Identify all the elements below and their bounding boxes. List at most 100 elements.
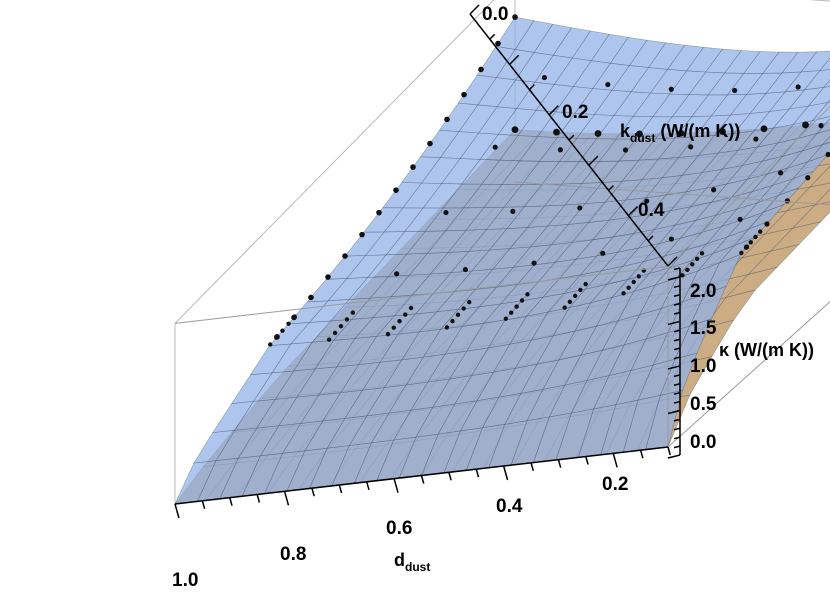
kappa-axis-ticks [667,267,681,459]
data-point-41 [732,87,738,94]
k-axis-label: kdust (W/(m K)) [620,121,740,145]
k-tick-0.30 [588,155,599,166]
data-point-76 [567,299,573,304]
data-point-61 [391,325,396,330]
data-point-5 [719,128,726,135]
data-point-20 [427,140,433,147]
kappa-tick-1.6 [673,311,681,315]
data-point-89 [699,251,705,256]
data-point-65 [444,325,450,330]
data-point-71 [508,310,514,315]
data-point-60 [385,331,391,337]
kappa-tick-2.0 [667,276,681,281]
tan-patch-14-9 [809,165,830,188]
data-point-35 [577,205,583,211]
d-tick-0.70 [338,484,343,494]
data-point-38 [600,250,606,256]
kappa-tick-label-1.0: 1.0 [690,356,716,377]
data-point-53 [286,321,291,326]
data-point-32 [557,147,563,153]
data-point-15 [342,253,348,259]
data-point-39 [644,198,650,204]
kappa-tick-0.9 [673,374,681,378]
kappa-tick-1.8 [673,293,681,297]
blue-patch-18-16 [823,79,830,88]
blue-patch-20-13 [816,118,830,134]
data-point-25 [512,14,518,20]
k-axis-label-sub: dust [630,131,655,145]
data-point-4 [677,129,685,137]
data-point-81 [626,285,631,290]
d-tick-0.20 [612,453,618,468]
data-point-58 [344,317,350,322]
d-tick-0.85 [256,494,261,503]
data-point-94 [758,229,763,234]
blue-patch-21-11 [806,141,830,163]
d-tick-0.65 [366,481,370,491]
kappa-tick-0.1 [673,445,681,449]
data-point-45 [795,84,801,90]
kappa-tick-0.7 [673,391,681,395]
data-point-6 [760,125,768,133]
d-tick-label-0.8: 0.8 [280,544,306,565]
data-point-19 [410,164,416,170]
data-point-51 [274,335,279,340]
kappa-tick-1.7 [673,302,681,306]
data-point-69 [467,299,472,305]
d-tick-0.15 [639,449,644,459]
data-point-46 [737,216,743,222]
data-point-55 [326,337,332,342]
k-axis-label-main: k [620,121,631,141]
data-point-78 [578,287,583,293]
k-tick-0.20 [548,105,559,116]
kappa-tick-label-0.5: 0.5 [690,394,717,415]
data-point-59 [350,310,356,315]
data-point-63 [403,312,408,317]
data-point-22 [461,91,467,98]
blue-patch-21-12 [821,135,830,146]
k-tick-0.35 [608,184,615,191]
data-point-36 [622,147,629,153]
d-tick-0.25 [585,456,589,465]
data-point-13 [308,294,314,301]
data-point-23 [478,66,484,73]
data-point-26 [394,271,400,277]
k-tick-label-0.4: 0.4 [638,200,665,221]
k-tick-0.00 [469,4,480,15]
data-point-86 [685,267,690,273]
kappa-tick-1.4 [673,329,681,333]
d-tick-0.40 [502,465,509,481]
data-point-96 [764,221,770,227]
kappa-tick-0.5 [667,409,681,415]
d-axis-ticks [174,446,671,519]
kappa-tick-1.5 [667,320,681,326]
data-point-40 [688,144,694,150]
data-point-33 [605,81,611,88]
d-tick-0.30 [557,459,562,468]
box-edge-front-0 [514,181,830,206]
kappa-tick-0.3 [673,427,681,431]
blue-patch-17-16 [803,69,830,91]
data-point-68 [461,306,466,311]
data-point-70 [503,316,508,321]
data-point-27 [443,209,449,216]
d-tick-0.90 [229,497,233,506]
kappa-tick-0.8 [673,383,681,386]
kappa-tick-0.2 [673,436,681,440]
data-point-56 [332,330,338,336]
data-point-21 [444,116,450,123]
data-point-30 [462,266,468,273]
d-tick-1.00 [174,503,180,519]
d-tick-0.60 [393,478,399,493]
blue-patch-17-17 [819,57,830,71]
k-axis-label-unit: (W/(m K)) [655,121,740,141]
data-point-52 [280,328,285,333]
data-point-34 [531,260,537,266]
d-axis-label-main: d [394,550,405,570]
k-tick-0.25 [568,134,575,141]
d-tick-label-1.0: 1.0 [172,570,198,591]
d-axis-label: ddust [394,550,430,574]
data-point-90 [739,250,744,256]
d-tick-0.45 [475,468,480,478]
